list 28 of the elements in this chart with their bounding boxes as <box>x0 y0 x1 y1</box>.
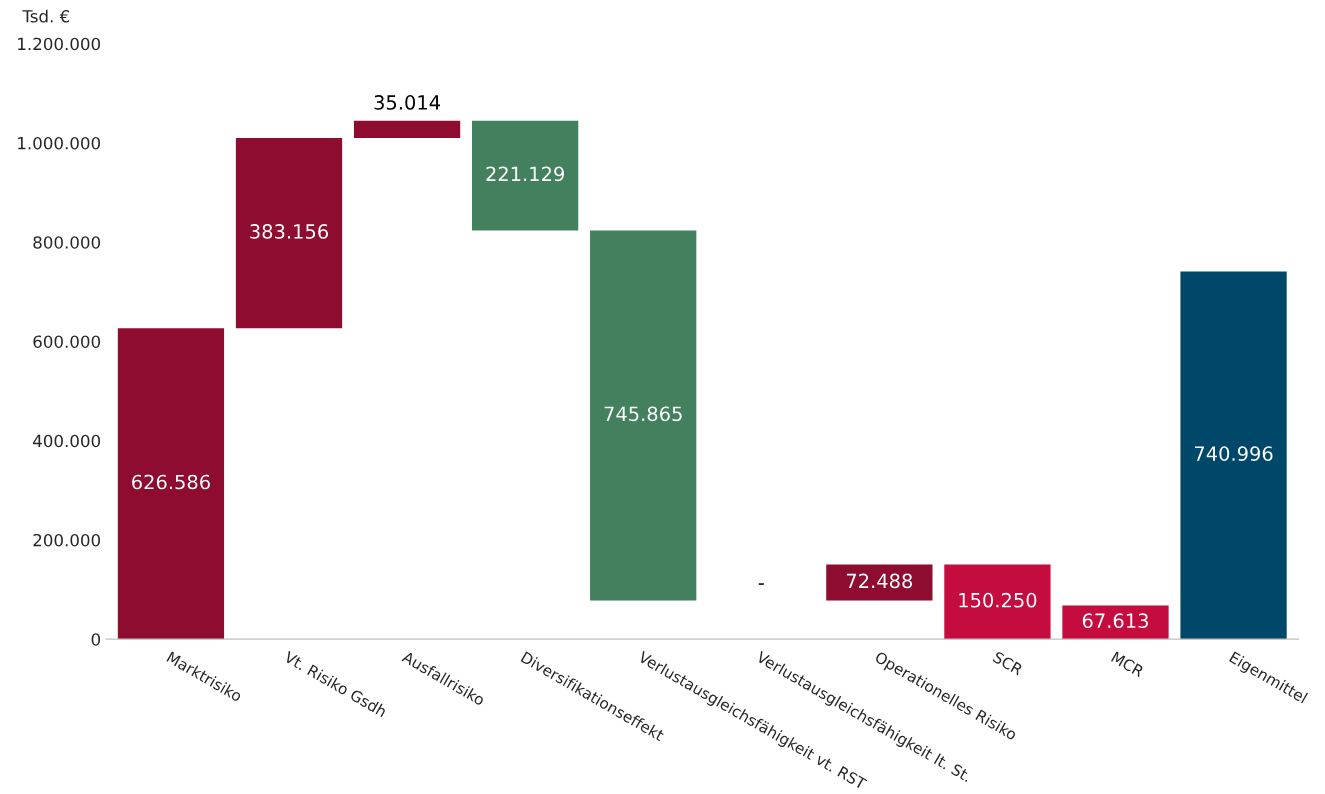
bar <box>826 564 933 601</box>
data-label: 383.156 <box>250 224 328 239</box>
y-axis-title: Tsd. € <box>22 9 70 23</box>
data-label: 221.129 <box>486 166 564 182</box>
y-tick-label: 1.200.000 <box>18 37 101 51</box>
y-tick-label: 400.000 <box>33 434 101 448</box>
y-tick-label: 600.000 <box>33 335 101 348</box>
bar <box>590 230 697 601</box>
bar <box>1180 271 1287 640</box>
data-label: 740.996 <box>1194 446 1273 461</box>
data-label: 150.250 <box>959 592 1037 608</box>
bar <box>944 564 1051 640</box>
y-tick-label: 800.000 <box>33 236 101 249</box>
data-label: - <box>758 583 764 585</box>
y-tick-label: 200.000 <box>33 533 101 547</box>
bar <box>472 120 579 231</box>
bar <box>353 120 461 139</box>
data-label: 35.014 <box>374 95 440 110</box>
data-label: 72.488 <box>846 573 913 589</box>
data-label: 745.865 <box>604 406 682 422</box>
data-label: 626.586 <box>132 474 210 490</box>
y-tick-label: 0 <box>91 633 101 646</box>
bar <box>1062 605 1169 640</box>
data-label: 67.613 <box>1082 613 1148 629</box>
x-tick-label: SCR <box>992 651 1024 676</box>
y-tick-label: 1.000.000 <box>18 136 101 150</box>
bar <box>235 138 343 329</box>
bar <box>117 328 225 640</box>
